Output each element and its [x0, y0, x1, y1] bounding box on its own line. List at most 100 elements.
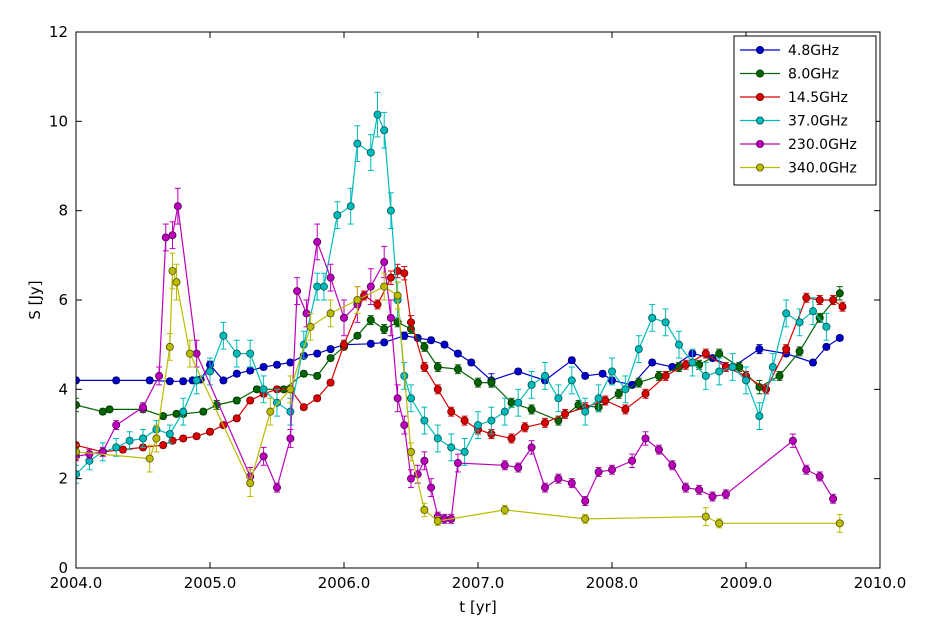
- data-point: [641, 389, 650, 398]
- legend-item: 37.0GHz: [740, 114, 848, 130]
- data-point: [205, 427, 214, 436]
- data-point: [138, 403, 147, 412]
- data-point: [272, 398, 281, 407]
- data-point: [420, 456, 429, 465]
- y-tick-label: 4: [58, 380, 68, 398]
- data-point: [165, 377, 174, 386]
- data-point: [179, 434, 188, 443]
- series-230.0GHz: [76, 187, 838, 524]
- data-point: [165, 342, 174, 351]
- data-point: [313, 282, 322, 291]
- data-point: [125, 436, 134, 445]
- data-point: [815, 472, 824, 481]
- data-point: [541, 371, 550, 380]
- data-point: [85, 450, 94, 459]
- data-point: [500, 505, 509, 514]
- data-point: [500, 407, 509, 416]
- data-point: [286, 358, 295, 367]
- data-point: [775, 371, 784, 380]
- data-point: [520, 423, 529, 432]
- data-point: [112, 443, 121, 452]
- data-point: [614, 389, 623, 398]
- data-point: [192, 432, 201, 441]
- x-tick-label: 2010.0: [854, 574, 907, 592]
- data-point: [326, 378, 335, 387]
- data-point: [648, 358, 657, 367]
- legend-item: 340.0GHz: [740, 161, 857, 177]
- data-point: [366, 282, 375, 291]
- data-point: [815, 295, 824, 304]
- data-point: [473, 378, 482, 387]
- series-37.0GHz: [76, 91, 831, 484]
- data-point: [145, 454, 154, 463]
- series-340.0GHz: [76, 252, 844, 533]
- data-point: [400, 269, 409, 278]
- data-point: [179, 407, 188, 416]
- data-point: [675, 340, 684, 349]
- data-point: [654, 445, 663, 454]
- data-point: [634, 345, 643, 354]
- data-point: [594, 394, 603, 403]
- data-point: [567, 356, 576, 365]
- legend-marker: [756, 46, 765, 55]
- data-point: [380, 126, 389, 135]
- y-tick-label: 0: [58, 559, 68, 577]
- data-point: [755, 412, 764, 421]
- data-point: [179, 377, 188, 386]
- data-point: [161, 233, 170, 242]
- data-point: [172, 409, 181, 418]
- data-point: [601, 396, 610, 405]
- data-point: [514, 463, 523, 472]
- data-point: [246, 396, 255, 405]
- data-point: [420, 362, 429, 371]
- y-axis-label: S [Jy]: [26, 280, 44, 319]
- data-point: [353, 139, 362, 148]
- data-point: [701, 512, 710, 521]
- legend-box: [733, 35, 877, 186]
- data-point: [598, 369, 607, 378]
- data-point: [487, 378, 496, 387]
- data-point: [809, 358, 818, 367]
- data-point: [541, 418, 550, 427]
- data-point: [467, 358, 476, 367]
- data-point: [554, 394, 563, 403]
- data-point: [527, 443, 536, 452]
- data-point: [695, 485, 704, 494]
- data-point: [165, 429, 174, 438]
- data-point: [252, 385, 261, 394]
- x-tick-labels: 2004.0 2005.0 2006.0 2007.0 2008.0 2009.0 2010…: [50, 574, 907, 592]
- data-point: [440, 514, 449, 523]
- data-point: [232, 369, 241, 378]
- data-point: [514, 367, 523, 376]
- data-point: [219, 331, 228, 340]
- y-tick-label: 2: [58, 470, 68, 488]
- data-point: [386, 206, 395, 215]
- data-point: [306, 322, 315, 331]
- data-point: [608, 465, 617, 474]
- data-point: [420, 505, 429, 514]
- data-point: [829, 295, 838, 304]
- data-point: [795, 347, 804, 356]
- data-point: [386, 313, 395, 322]
- legend-marker: [756, 116, 765, 125]
- data-point: [393, 394, 402, 403]
- data-point: [668, 461, 677, 470]
- data-point: [168, 231, 177, 240]
- data-point: [453, 459, 462, 468]
- data-point: [313, 237, 322, 246]
- axis-ticks: [75, 31, 881, 569]
- legend-item: 8.0GHz: [740, 67, 839, 83]
- legend-item: 230.0GHz: [740, 137, 857, 153]
- data-point: [366, 316, 375, 325]
- data-point: [98, 407, 107, 416]
- data-point: [829, 494, 838, 503]
- data-point: [788, 436, 797, 445]
- data-point: [541, 483, 550, 492]
- legend-item: 14.5GHz: [740, 90, 848, 106]
- data-point: [155, 371, 164, 380]
- data-point: [246, 349, 255, 358]
- data-point: [266, 407, 275, 416]
- data-point: [802, 293, 811, 302]
- data-point: [681, 483, 690, 492]
- data-point: [272, 360, 281, 369]
